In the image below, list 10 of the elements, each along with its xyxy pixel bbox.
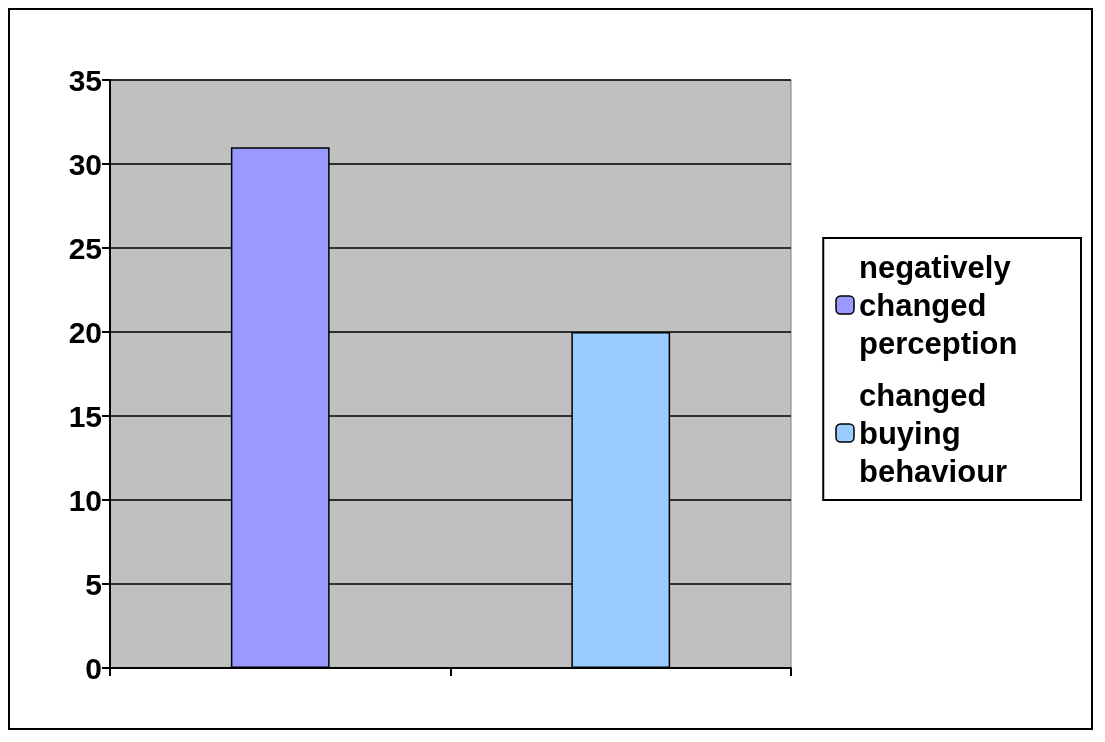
legend-label: changed buying behaviour [859, 377, 1008, 489]
y-tick-label: 20 [68, 315, 102, 349]
y-tick-label: 30 [68, 147, 102, 181]
y-tick-label: 5 [85, 567, 102, 601]
y-tick-label: 10 [68, 483, 102, 517]
y-tick-label: 25 [68, 231, 102, 265]
legend-label: negatively changed perception [859, 249, 1020, 361]
y-tick-label: 35 [68, 63, 102, 97]
y-tick-label: 15 [68, 399, 102, 433]
y-tick-label: 0 [85, 651, 102, 685]
